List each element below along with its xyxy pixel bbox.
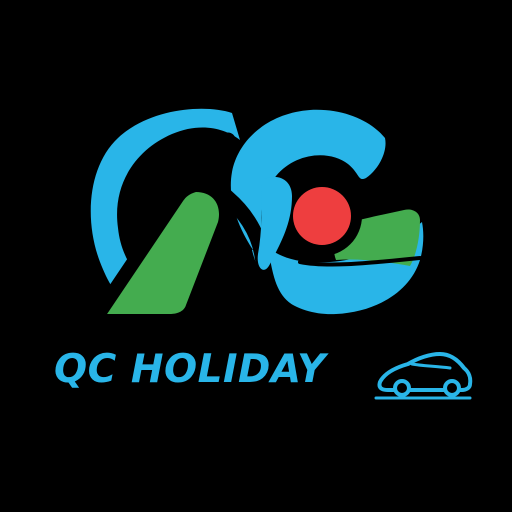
center-divider-stroke	[208, 132, 298, 320]
c-swoosh-stroke	[298, 256, 422, 267]
q-outer-shape	[90, 108, 240, 311]
brand-name: QC HOLIDAY	[54, 347, 326, 392]
c-hook-shape	[257, 176, 292, 270]
c-outer-shape	[230, 109, 386, 266]
wordmark: QC HOLIDAY	[54, 344, 474, 404]
q-green-leg	[99, 192, 220, 314]
car-icon	[374, 352, 473, 400]
red-dot	[293, 187, 351, 245]
c-bottom-tail	[252, 222, 424, 315]
